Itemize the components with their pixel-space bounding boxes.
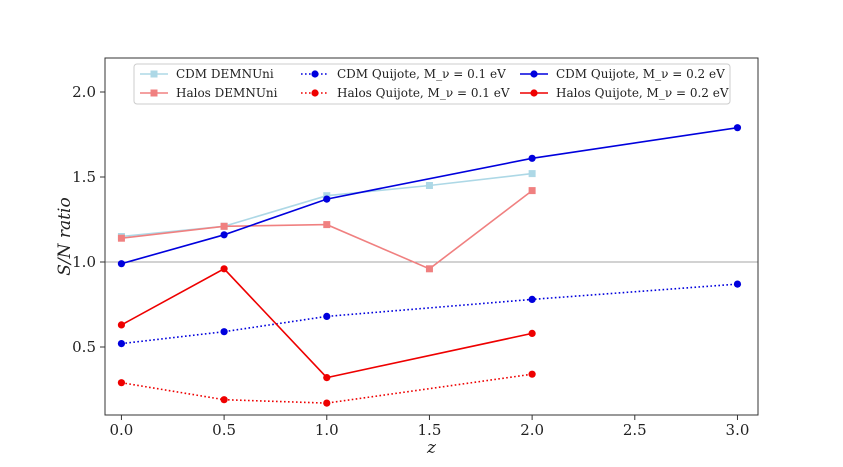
series-5 xyxy=(117,265,536,382)
data-point xyxy=(117,260,126,268)
series-line xyxy=(121,373,533,404)
data-point xyxy=(220,265,228,273)
data-point xyxy=(220,328,228,336)
data-point xyxy=(528,370,536,378)
legend-marker xyxy=(530,89,538,97)
y-tick-label: 1.0 xyxy=(72,253,96,271)
y-tick-label: 0.5 xyxy=(72,338,96,356)
series-layer xyxy=(117,124,742,407)
series-3 xyxy=(117,370,536,407)
legend-marker xyxy=(530,70,538,78)
data-point xyxy=(220,396,228,404)
data-point xyxy=(117,379,126,387)
legend: CDM DEMNUni Halos DEMNUni CDM Quijote, M_ν… xyxy=(133,63,731,105)
legend-entry: CDM Quijote, M_ν = 0.2 eV xyxy=(520,67,725,81)
y-tick-label: 2.0 xyxy=(72,83,96,101)
data-point xyxy=(220,231,228,239)
data-point xyxy=(220,222,228,230)
x-tick-label: 0.5 xyxy=(212,421,236,439)
legend-entry: Halos Quijote, M_ν = 0.2 eV xyxy=(520,86,729,100)
data-point xyxy=(528,295,536,303)
x-tick-label: 0.0 xyxy=(109,421,133,439)
data-point xyxy=(117,340,126,348)
legend-label: CDM Quijote, M_ν = 0.1 eV xyxy=(337,67,506,81)
data-point xyxy=(117,234,125,242)
data-point xyxy=(733,124,742,132)
y-axis-label: S/N ratio xyxy=(55,197,75,275)
series-2 xyxy=(117,280,742,348)
legend-entry: CDM Quijote, M_ν = 0.1 eV xyxy=(301,67,506,81)
legend-label: CDM Quijote, M_ν = 0.2 eV xyxy=(556,67,725,81)
legend-entry: CDM DEMNUni xyxy=(140,67,274,81)
legend-label: CDM DEMNUni xyxy=(176,67,274,81)
x-tick-label: 2.5 xyxy=(623,421,647,439)
data-point xyxy=(528,329,536,337)
legend-label: Halos DEMNUni xyxy=(176,86,278,100)
data-point xyxy=(528,154,536,162)
series-1 xyxy=(117,187,536,273)
x-axis-label: z xyxy=(426,438,437,458)
data-point xyxy=(425,182,433,189)
x-tick-label: 1.5 xyxy=(418,421,442,439)
data-point xyxy=(425,265,433,273)
y-tick-label: 1.5 xyxy=(72,168,96,186)
plot-frame xyxy=(104,57,759,416)
legend-entry: Halos DEMNUni xyxy=(140,86,278,100)
x-axis-ticks: 0.0 0.5 1.0 1.5 2.0 2.5 3.0 xyxy=(109,415,749,439)
legend-entry: Halos Quijote, M_ν = 0.1 eV xyxy=(301,86,510,100)
legend-marker xyxy=(311,89,319,97)
data-point xyxy=(323,399,331,407)
series-4 xyxy=(117,124,742,268)
data-point xyxy=(528,187,536,195)
data-point xyxy=(323,312,331,320)
x-tick-label: 1.0 xyxy=(315,421,339,439)
x-tick-label: 2.0 xyxy=(520,421,544,439)
data-point xyxy=(323,221,331,229)
y-axis-ticks: 0.5 1.0 1.5 2.0 xyxy=(72,83,105,356)
data-point xyxy=(528,170,536,178)
data-point xyxy=(117,321,126,329)
data-point xyxy=(323,374,331,382)
series-line xyxy=(121,283,738,345)
series-line xyxy=(121,267,533,379)
legend-marker xyxy=(150,89,158,97)
data-point xyxy=(323,195,331,203)
legend-box xyxy=(133,63,731,105)
legend-label: Halos Quijote, M_ν = 0.2 eV xyxy=(556,86,729,100)
data-point xyxy=(733,280,742,288)
legend-label: Halos Quijote, M_ν = 0.1 eV xyxy=(337,86,510,100)
legend-marker xyxy=(150,70,158,78)
legend-marker xyxy=(311,70,319,78)
x-tick-label: 3.0 xyxy=(726,421,750,439)
